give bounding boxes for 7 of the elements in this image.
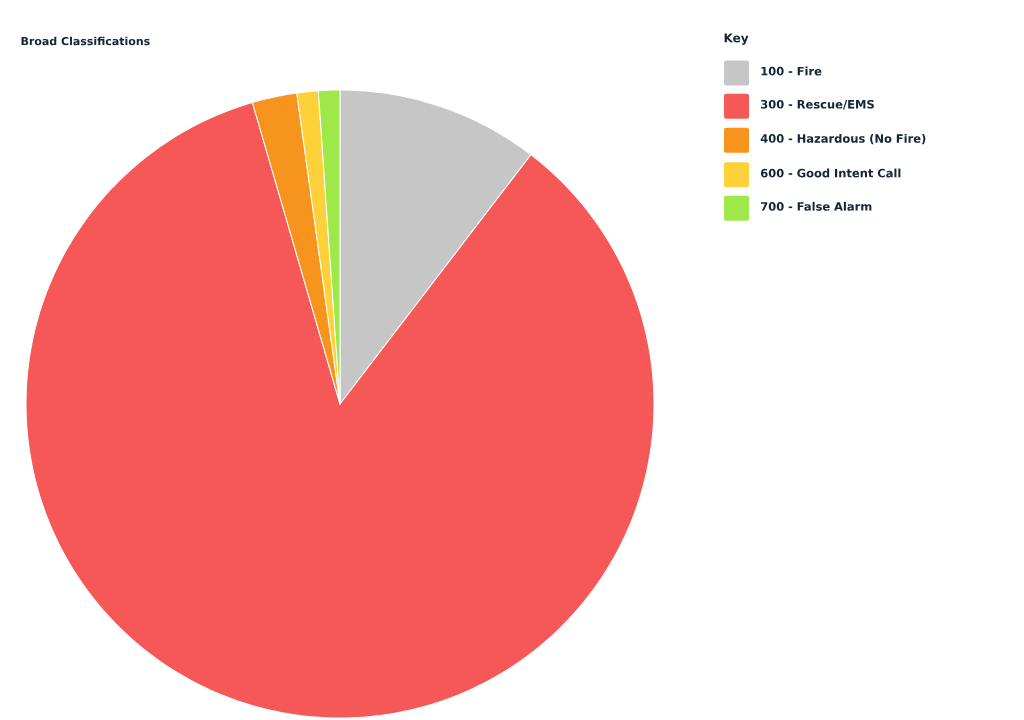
legend-label: 600 - Good Intent Call [760,168,901,178]
legend-label: 100 - Fire [761,66,822,76]
legend-title: Key [724,33,749,45]
legend-label: 700 - False Alarm [760,201,872,211]
legend-label: 300 - Rescue/EMS [760,99,874,110]
legend-label: 400 - Hazardous (No Fire) [760,133,926,145]
chart-title: Broad Classifications [21,36,150,46]
